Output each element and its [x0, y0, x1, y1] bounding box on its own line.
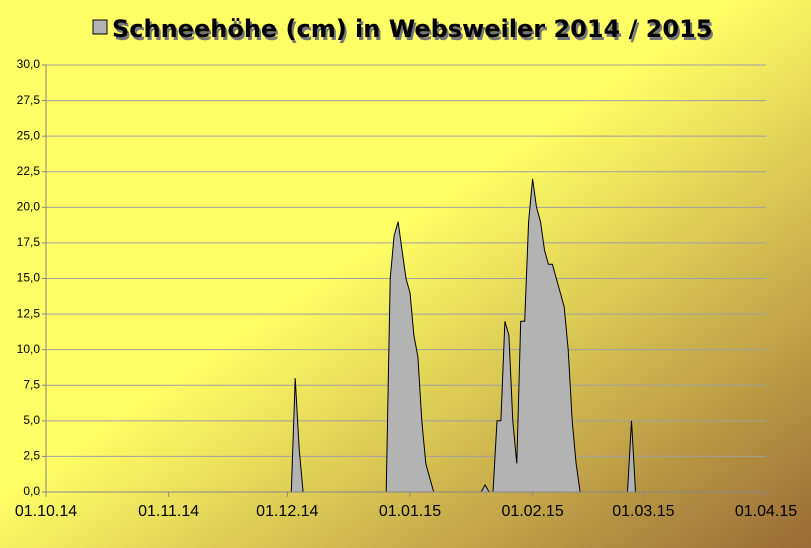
- y-tick-label: 12,5: [17, 306, 41, 320]
- x-tick-label: 01.10.14: [15, 503, 77, 520]
- legend-swatch: [92, 19, 108, 35]
- y-tick-label: 27,5: [17, 93, 41, 107]
- y-tick-label: 7,5: [23, 377, 40, 391]
- x-tick-label: 01.02.15: [501, 503, 563, 520]
- y-tick-label: 20,0: [17, 200, 41, 214]
- x-tick-label: 01.03.15: [612, 503, 674, 520]
- legend-shadow: Schneehöhe (cm) in Websweiler 2014 / 201…: [114, 18, 715, 46]
- x-tick-label: 01.01.15: [379, 503, 441, 520]
- y-tick-label: 2,5: [23, 449, 40, 463]
- x-tick-label: 01.12.14: [256, 503, 318, 520]
- y-tick-label: 10,0: [17, 342, 41, 356]
- y-tick-label: 22,5: [17, 164, 41, 178]
- y-tick-label: 25,0: [17, 128, 41, 142]
- y-tick-label: 17,5: [17, 235, 41, 249]
- x-tick-label: 01.04.15: [735, 503, 797, 520]
- x-tick-label: 01.11.14: [138, 503, 199, 520]
- y-tick-label: 30,0: [17, 57, 41, 71]
- legend-label: Schneehöhe (cm) in Websweiler 2014 / 201…: [112, 15, 713, 43]
- y-tick-label: 15,0: [17, 271, 41, 285]
- y-tick-label: 0,0: [23, 484, 40, 498]
- y-tick-label: 5,0: [23, 413, 40, 427]
- area: [46, 178, 766, 493]
